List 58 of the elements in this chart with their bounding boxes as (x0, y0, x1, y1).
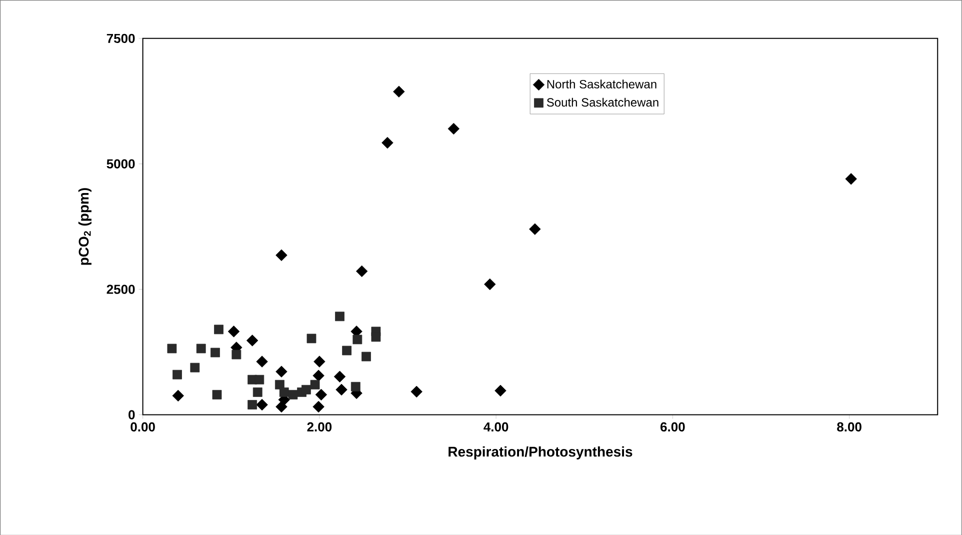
point (494, 384, 506, 396)
point (288, 390, 298, 400)
legend-label: South Saskatchewan (546, 98, 658, 106)
point (342, 346, 352, 355)
point (212, 390, 222, 400)
x-tick-label: 2.00 (307, 422, 332, 432)
y-axis-title: pCO$_{2}$ (ppm) (78, 188, 92, 265)
point (232, 350, 242, 360)
point (276, 249, 288, 261)
point (254, 374, 264, 384)
x-tick-label: 6.00 (660, 422, 685, 432)
point (190, 362, 200, 372)
x-tick-label: 0.00 (130, 422, 155, 432)
x-tick-label: 4.00 (484, 422, 508, 432)
point (246, 334, 258, 346)
point (172, 390, 184, 402)
point (334, 370, 346, 382)
point (276, 366, 288, 378)
point (252, 387, 262, 397)
point (484, 278, 496, 290)
point (352, 334, 362, 344)
y-tick-label: 5000 (106, 159, 135, 168)
point (301, 384, 311, 394)
point (306, 334, 316, 343)
point (256, 398, 268, 410)
point (214, 324, 224, 334)
point (172, 370, 182, 380)
point (210, 348, 220, 357)
point (196, 344, 206, 353)
y-tick-label: 2500 (106, 284, 135, 294)
point (167, 344, 177, 353)
point (336, 384, 348, 396)
point (448, 122, 460, 134)
point (248, 400, 258, 410)
point (382, 136, 394, 148)
y-tick-label: 0 (128, 410, 135, 420)
x-axis-title: Respiration/Photosynthesis (448, 446, 632, 460)
point (371, 332, 381, 342)
point (410, 386, 422, 398)
y-tick-label: 7500 (106, 34, 135, 43)
point (312, 400, 324, 412)
x-tick-label: 8.00 (837, 422, 862, 432)
point (350, 382, 360, 392)
point (228, 325, 240, 338)
point (393, 86, 405, 98)
point (362, 352, 371, 362)
point (315, 388, 328, 400)
point (356, 265, 368, 277)
point (314, 355, 326, 368)
point (529, 223, 541, 235)
point (335, 311, 344, 321)
legend-label: North Saskatchewan (547, 79, 656, 88)
point (256, 355, 268, 368)
point (845, 172, 857, 185)
point (279, 387, 289, 397)
point (312, 370, 324, 382)
point (274, 380, 284, 390)
point (310, 380, 320, 390)
